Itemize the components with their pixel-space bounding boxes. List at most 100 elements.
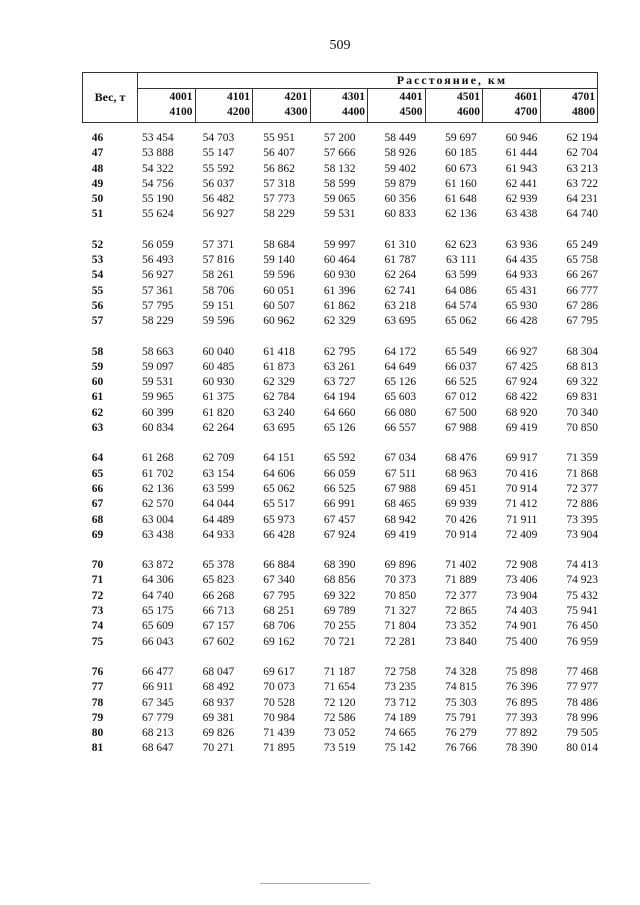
tariff-cell: 60 485 bbox=[202, 360, 235, 373]
tariff-cell: 67 345 bbox=[142, 696, 174, 709]
tariff-cell: 58 261 bbox=[202, 269, 235, 282]
weight-cell: 57 bbox=[91, 315, 104, 328]
tariff-cell: 74 815 bbox=[445, 681, 477, 694]
tariff-cell: 69 322 bbox=[323, 589, 356, 602]
tariff-cell: 65 823 bbox=[202, 574, 235, 587]
tariff-cell: 60 930 bbox=[202, 376, 235, 389]
tariff-cell: 65 126 bbox=[384, 376, 417, 389]
tariff-cell: 58 449 bbox=[384, 132, 417, 144]
tariff-cell: 69 826 bbox=[202, 727, 235, 740]
tariff-cell: 72 409 bbox=[505, 528, 538, 541]
tariff-cell: 72 865 bbox=[445, 605, 477, 618]
tariff-cell: 67 457 bbox=[323, 513, 356, 526]
tariff-cell: 71 911 bbox=[506, 513, 538, 526]
range-header: 4701 4800 bbox=[539, 88, 598, 123]
tariff-cell: 56 927 bbox=[202, 208, 235, 221]
table-row: 70 63 872 65 378 66 884 68 390 69 896 71 402 72… bbox=[82, 558, 598, 573]
tariff-cell: 62 264 bbox=[202, 422, 235, 435]
tariff-cell: 68 963 bbox=[445, 467, 477, 480]
tariff-cell: 66 713 bbox=[202, 605, 235, 618]
weight-cell: 79 bbox=[91, 711, 104, 724]
tariff-cell: 76 766 bbox=[445, 742, 477, 755]
tariff-cell: 68 476 bbox=[445, 452, 477, 465]
tariff-cell: 68 813 bbox=[566, 360, 599, 373]
range-to: 4400 bbox=[342, 106, 365, 118]
tariff-cell: 65 603 bbox=[384, 391, 417, 404]
tariff-cell: 69 939 bbox=[445, 498, 477, 511]
tariff-cell: 73 712 bbox=[384, 696, 417, 709]
tariff-cell: 74 923 bbox=[566, 574, 599, 587]
tariff-cell: 66 884 bbox=[263, 559, 295, 572]
tariff-cell: 64 151 bbox=[263, 452, 295, 465]
tariff-cell: 66 043 bbox=[142, 635, 174, 648]
weight-cell: 77 bbox=[91, 681, 104, 694]
tariff-cell: 65 062 bbox=[263, 482, 295, 495]
weight-cell: 67 bbox=[91, 498, 104, 511]
range-to: 4500 bbox=[399, 106, 423, 118]
tariff-cell: 69 831 bbox=[566, 391, 599, 404]
tariff-cell: 70 426 bbox=[445, 513, 477, 526]
tariff-cell: 56 493 bbox=[142, 254, 174, 267]
tariff-cell: 67 795 bbox=[566, 315, 599, 328]
tariff-cell: 63 936 bbox=[505, 238, 538, 251]
tariff-cell: 59 065 bbox=[323, 193, 356, 206]
tariff-cell: 66 777 bbox=[566, 284, 599, 297]
table-row: 46 53 454 54 703 55 951 57 200 58 449 59 697 60… bbox=[82, 131, 598, 146]
tariff-cell: 59 531 bbox=[323, 208, 356, 221]
tariff-cell: 55 624 bbox=[142, 208, 174, 221]
tariff-cell: 74 665 bbox=[384, 727, 417, 740]
weight-cell: 49 bbox=[91, 177, 104, 190]
table-row: 63 60 834 62 264 63 695 65 126 66 557 67 988 69… bbox=[82, 421, 598, 436]
tariff-cell: 66 080 bbox=[384, 406, 417, 419]
tariff-cell: 63 261 bbox=[323, 360, 356, 373]
tariff-cell: 71 868 bbox=[566, 467, 599, 480]
range-from: 4601 bbox=[514, 91, 538, 103]
tariff-cell: 60 833 bbox=[384, 208, 417, 221]
tariff-cell: 56 059 bbox=[142, 238, 174, 251]
table-row: 55 57 361 58 706 60 051 61 396 62 741 64 086 65… bbox=[82, 284, 598, 299]
weight-cell: 46 bbox=[91, 132, 104, 144]
tariff-cell: 53 454 bbox=[142, 132, 174, 144]
tariff-cell: 54 703 bbox=[202, 132, 235, 144]
weight-cell: 75 bbox=[91, 635, 104, 648]
page-number: 509 bbox=[329, 38, 351, 53]
tariff-cell: 66 268 bbox=[202, 589, 235, 602]
range-header: 4601 4700 bbox=[482, 88, 541, 123]
tariff-cell: 70 255 bbox=[323, 620, 356, 633]
table-row: 79 67 779 69 381 70 984 72 586 74 189 75 791 77… bbox=[82, 711, 598, 726]
tariff-cell: 64 172 bbox=[384, 345, 417, 358]
tariff-cell: 56 927 bbox=[142, 269, 174, 282]
tariff-cell: 69 419 bbox=[505, 422, 538, 435]
tariff-cell: 65 609 bbox=[142, 620, 174, 633]
tariff-cell: 73 904 bbox=[566, 528, 599, 541]
tariff-cell: 64 740 bbox=[566, 208, 599, 221]
tariff-cell: 67 286 bbox=[566, 299, 599, 312]
range-header: 4001 4100 bbox=[137, 88, 196, 123]
row-group: 76 66 477 68 047 69 617 71 187 72 758 74 328 75… bbox=[82, 665, 598, 757]
tariff-cell: 63 004 bbox=[142, 513, 174, 526]
table-row: 50 55 190 56 482 57 773 59 065 60 356 61 648 62… bbox=[82, 192, 598, 207]
tariff-cell: 58 926 bbox=[384, 147, 417, 160]
tariff-cell: 59 997 bbox=[323, 238, 356, 251]
tariff-cell: 72 120 bbox=[323, 696, 356, 709]
weight-cell: 55 bbox=[91, 284, 104, 297]
weight-cell: 74 bbox=[91, 620, 104, 633]
tariff-cell: 62 329 bbox=[323, 315, 356, 328]
tariff-cell: 68 422 bbox=[505, 391, 538, 404]
tariff-cell: 74 413 bbox=[566, 559, 599, 572]
tariff-cell: 67 012 bbox=[445, 391, 477, 404]
table-row: 67 62 570 64 044 65 517 66 991 68 465 69 939 71… bbox=[82, 497, 598, 512]
tariff-cell: 63 599 bbox=[202, 482, 235, 495]
tariff-cell: 63 438 bbox=[505, 208, 538, 221]
tariff-cell: 67 779 bbox=[142, 711, 174, 724]
tariff-cell: 58 599 bbox=[323, 177, 356, 190]
range-header: 4101 4200 bbox=[194, 88, 253, 123]
tariff-cell: 58 132 bbox=[323, 162, 356, 175]
table-row: 65 61 702 63 154 64 606 66 059 67 511 68 963 70… bbox=[82, 467, 598, 482]
tariff-cell: 62 623 bbox=[445, 238, 477, 251]
tariff-cell: 57 795 bbox=[142, 299, 174, 312]
tariff-cell: 69 789 bbox=[323, 605, 356, 618]
tariff-cell: 59 879 bbox=[384, 177, 417, 190]
tariff-cell: 78 390 bbox=[505, 742, 538, 755]
tariff-cell: 63 218 bbox=[384, 299, 417, 312]
